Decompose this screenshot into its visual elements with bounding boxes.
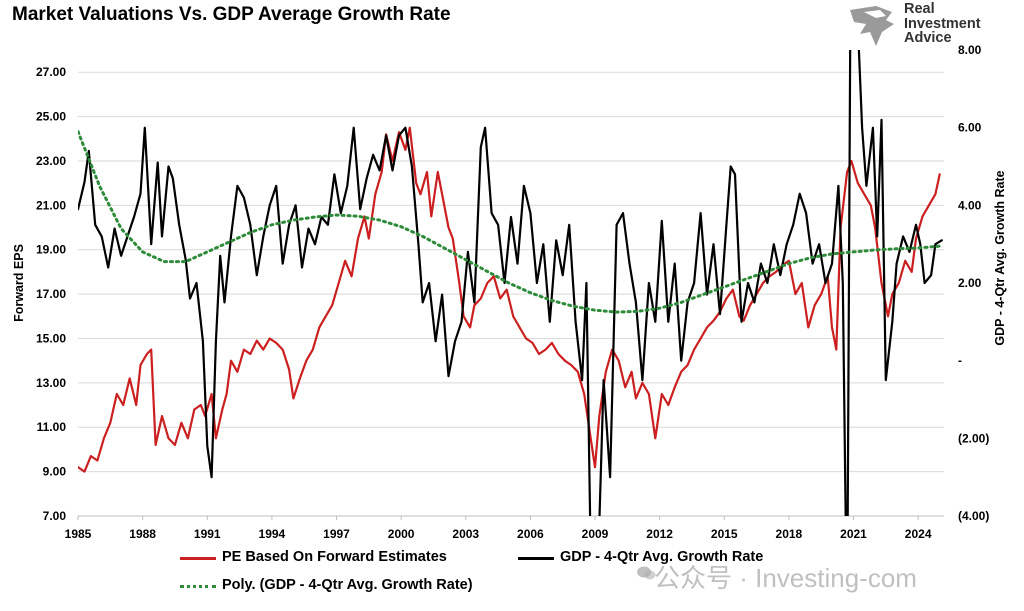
- logo: Real Investment Advice: [846, 2, 1016, 46]
- y-right-axis-title: GDP - 4-Qtr Avg. Growth Rate: [993, 170, 1007, 345]
- y-right-tick-label: -: [958, 354, 962, 368]
- x-tick-label: 2000: [388, 527, 415, 541]
- y-left-axis-title: Forward EPS: [12, 244, 26, 322]
- logo-line-2: Investment: [904, 15, 981, 32]
- legend-label-gdp: GDP - 4-Qtr Avg. Growth Rate: [560, 549, 764, 565]
- y-left-tick-label: 27.00: [36, 65, 66, 79]
- x-tick-label: 2024: [905, 527, 932, 541]
- y-left-tick-label: 11.00: [37, 420, 67, 434]
- x-tick-label: 1985: [65, 527, 92, 541]
- x-tick-label: 2009: [582, 527, 609, 541]
- series-line-pe: [78, 126, 941, 473]
- y-left-tick-label: 21.00: [36, 198, 66, 212]
- y-left-tick-label: 17.00: [36, 287, 66, 301]
- y-left-tick-label: 19.00: [36, 243, 66, 257]
- x-tick-label: 2018: [776, 527, 803, 541]
- legend-swatch-poly: [180, 585, 216, 588]
- y-left-tick-label: 23.00: [36, 154, 66, 168]
- y-left-tick-label: 25.00: [36, 110, 66, 124]
- x-tick-label: 2021: [840, 527, 867, 541]
- y-right-tick-label: 8.00: [958, 43, 982, 57]
- x-tick-label: 2015: [711, 527, 738, 541]
- x-tick-label: 1988: [129, 527, 156, 541]
- watermark: 公众号 · Investing-com: [654, 563, 917, 593]
- y-left-tick-label: 15.00: [36, 331, 66, 345]
- x-tick-label: 2003: [452, 527, 479, 541]
- x-tick-label: 2012: [646, 527, 673, 541]
- x-tick-label: 1991: [194, 527, 221, 541]
- logo-text: Real Investment Advice: [904, 2, 981, 46]
- legend-swatch-pe: [180, 557, 216, 560]
- series-line-poly: [78, 130, 942, 314]
- y-right-tick-label: 4.00: [958, 198, 982, 212]
- chart-title: Market Valuations Vs. GDP Average Growth…: [12, 4, 451, 25]
- x-tick-label: 1997: [323, 527, 350, 541]
- y-right-tick-label: (2.00): [958, 431, 989, 445]
- x-tick-label: 1994: [259, 527, 286, 541]
- legend-swatch-gdp: [518, 557, 554, 560]
- y-right-tick-label: (4.00): [958, 509, 989, 523]
- y-right-tick-label: 2.00: [958, 276, 982, 290]
- logo-line-3: Advice: [904, 30, 952, 46]
- y-left-tick-label: 7.00: [43, 509, 67, 523]
- eagle-logo-icon: [850, 6, 894, 46]
- legend-label-pe: PE Based On Forward Estimates: [222, 549, 447, 565]
- y-right-tick-label: 6.00: [958, 121, 982, 135]
- x-tick-label: 2006: [517, 527, 544, 541]
- y-left-tick-label: 9.00: [43, 465, 67, 479]
- wechat-icon: [637, 566, 656, 580]
- legend-label-poly: Poly. (GDP - 4-Qtr Avg. Growth Rate): [222, 577, 473, 593]
- series-line-gdp: [78, 50, 943, 516]
- y-left-tick-label: 13.00: [36, 376, 66, 390]
- logo-line-1: Real: [904, 1, 935, 17]
